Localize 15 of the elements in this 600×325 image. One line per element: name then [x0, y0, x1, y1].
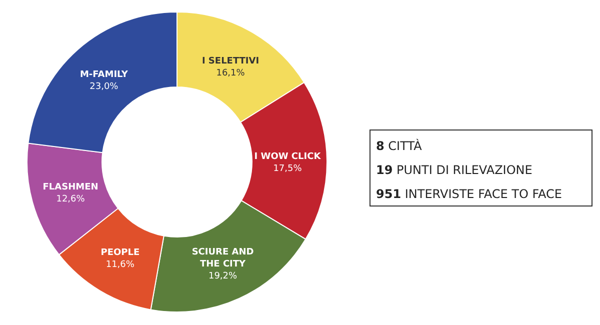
text: 19 PUNTI DI RILEVAZIONE [376, 163, 532, 177]
data-label: 23,0% [90, 82, 119, 92]
data-label: 19,2% [208, 272, 238, 282]
text: 8 CITTÀ [376, 138, 423, 153]
data-label: 11,6% [106, 260, 135, 270]
slice-label: FLASHMEN [42, 182, 98, 192]
data-label: 12,6% [56, 194, 86, 204]
slice-label: SCIURE AND THE CITY [192, 248, 254, 270]
text: 951 INTERVISTE FACE TO FACE [376, 187, 562, 201]
slice-label: M-FAMILY [80, 70, 128, 80]
data-label: 16,1% [216, 68, 246, 78]
slice-label: I SELETTIVI [202, 56, 260, 66]
slice-label: PEOPLE [100, 248, 140, 258]
data-label: 17,5% [273, 164, 302, 174]
slice-label: I WOW CLICK [254, 152, 322, 162]
